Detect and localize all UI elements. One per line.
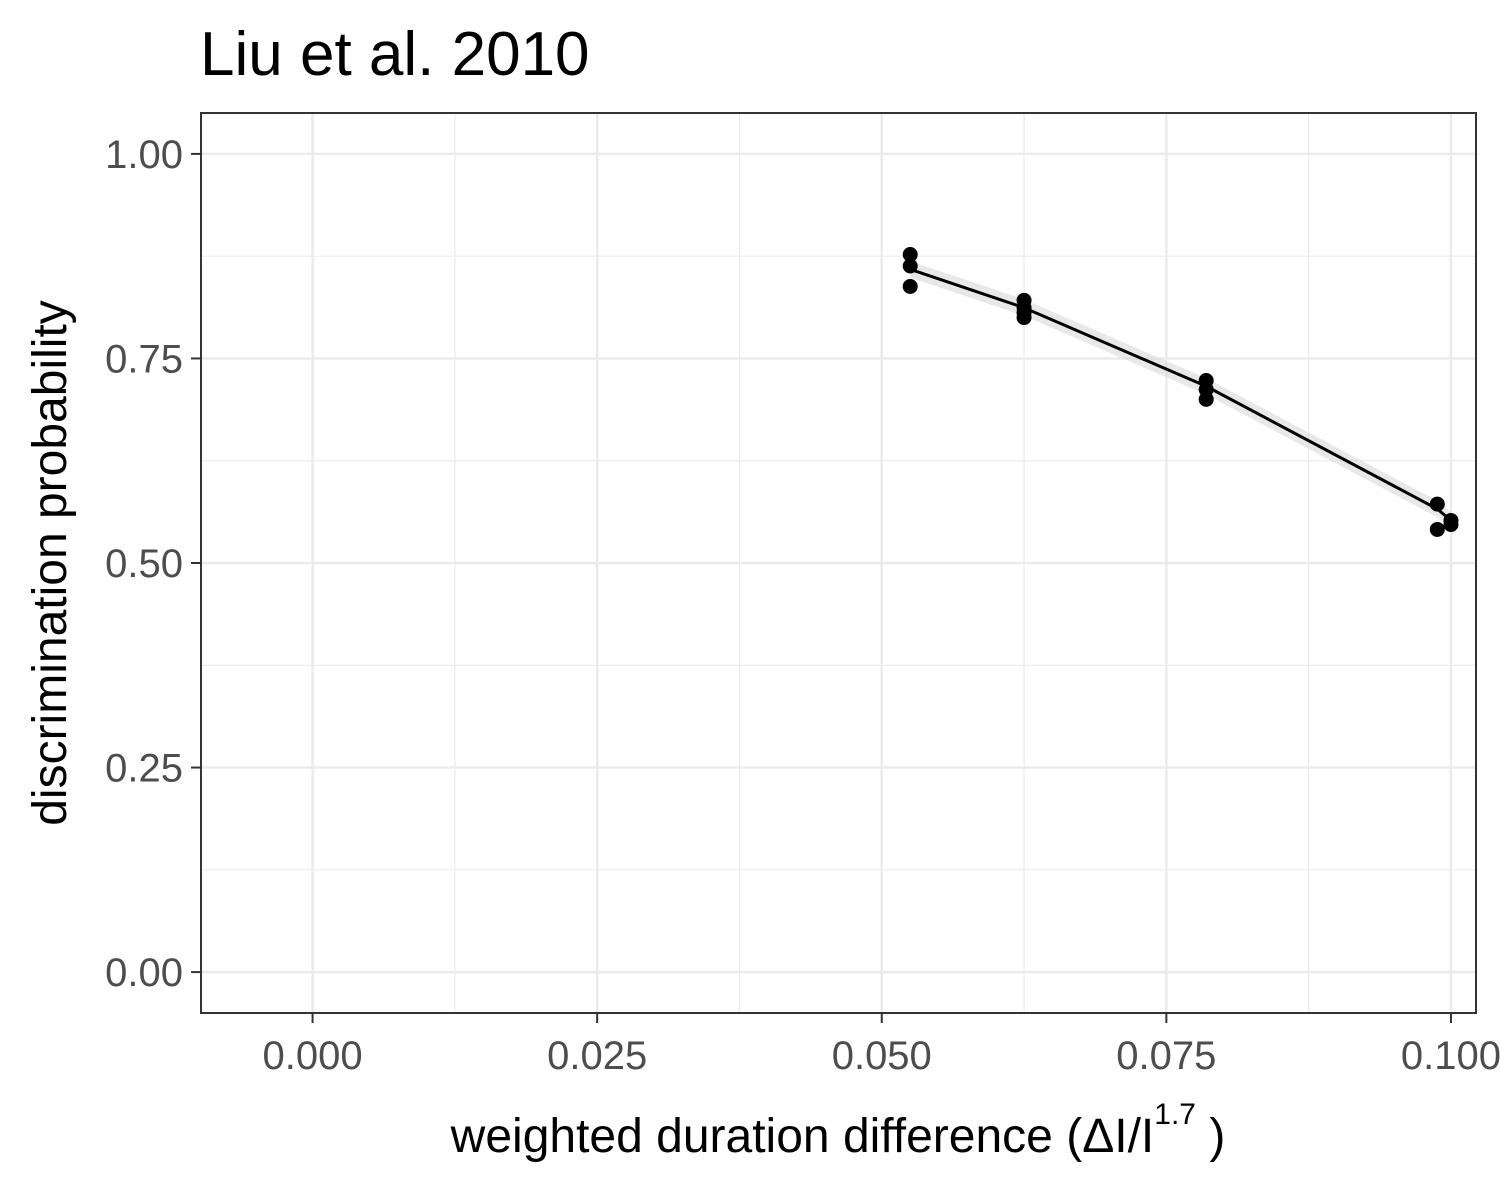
- data-points: [902, 247, 1459, 537]
- y-tick-label-3: 0.75: [105, 337, 183, 381]
- x-axis-ticks: 0.000 0.025 0.050 0.075 0.100: [263, 1013, 1500, 1078]
- data-point-11: [1429, 521, 1445, 537]
- x-tick-label-4: 0.100: [1401, 1034, 1500, 1078]
- y-tick-label-4: 1.00: [105, 133, 183, 177]
- y-tick-label-2: 0.50: [105, 542, 183, 586]
- y-tick-label-1: 0.25: [105, 747, 183, 791]
- x-axis-title-superscript: 1.7: [1154, 1098, 1196, 1131]
- y-axis-title: discrimination probability: [24, 300, 77, 826]
- x-tick-label-2: 0.050: [832, 1034, 932, 1078]
- data-point-6: [1016, 310, 1032, 326]
- data-point-10: [1429, 496, 1445, 512]
- data-point-0: [902, 247, 918, 263]
- data-point-9: [1198, 391, 1214, 407]
- x-tick-label-1: 0.025: [547, 1034, 647, 1078]
- grid-major: [201, 113, 1476, 1013]
- x-tick-label-0: 0.000: [263, 1034, 363, 1078]
- chart-title: Liu et al. 2010: [200, 20, 590, 89]
- x-axis-title-main: weighted duration difference (ΔI/I: [450, 1110, 1155, 1163]
- data-point-2: [902, 278, 918, 294]
- data-point-1: [902, 258, 918, 274]
- x-axis-title-close: ): [1196, 1110, 1225, 1163]
- y-tick-label-0: 0.00: [105, 951, 183, 995]
- data-point-13: [1443, 517, 1459, 533]
- x-axis-title: weighted duration difference (ΔI/I1.7 ): [450, 1098, 1226, 1163]
- x-tick-label-3: 0.075: [1116, 1034, 1216, 1078]
- y-axis-ticks: 0.00 0.25 0.50 0.75 1.00: [105, 133, 201, 995]
